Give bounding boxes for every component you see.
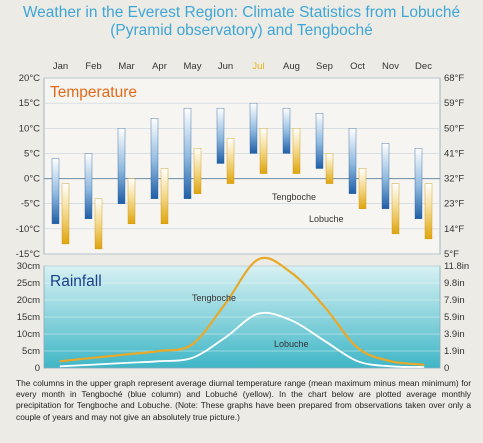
temperature-right-tick-label: 5°F [444, 249, 459, 260]
month-label: Aug [283, 61, 300, 72]
month-label: Mar [118, 61, 134, 72]
tengboche-rainfall-line [59, 256, 425, 366]
month-label: Jul [252, 61, 264, 72]
lobuche-temp-annotation: Lobuche [309, 214, 344, 224]
temperature-columns [51, 102, 433, 250]
rainfall-right-tick-label: 11.8in [444, 261, 469, 272]
rainfall-left-tick-label: 5cm [22, 346, 40, 357]
chart-caption: The columns in the upper graph represent… [16, 378, 471, 422]
tengboche-temperature-column [348, 128, 357, 194]
tengboche-temperature-column [183, 107, 192, 199]
month-label: Jan [53, 61, 68, 72]
temperature-right-tick-label: 41°F [444, 148, 464, 159]
temperature-left-tick-label: 10°C [19, 123, 40, 134]
lobuche-temperature-column [358, 168, 367, 209]
tengboche-temperature-column [117, 128, 126, 204]
temperature-left-tick-label: 15°C [19, 98, 40, 109]
month-label: May [184, 61, 202, 72]
temperature-right-tick-label: 32°F [444, 174, 464, 185]
rainfall-left-ticks: 30cm 25cm 20cm 15cm 10cm 5cm 0 [17, 261, 40, 374]
lobuche-temperature-column [259, 128, 268, 174]
temperature-left-ticks: 20°C 15°C 10°C 5°C 0°C -5°C -10°C -15°C [16, 73, 41, 260]
month-label: Feb [85, 61, 101, 72]
rainfall-right-tick-label: 5.9in [444, 312, 465, 323]
rainfall-left-tick-label: 10cm [17, 329, 40, 340]
lobuche-temperature-column [424, 183, 433, 240]
month-label: Apr [152, 61, 167, 72]
month-label: Dec [415, 61, 432, 72]
temperature-left-tick-label: -10°C [16, 224, 41, 235]
lobuche-temperature-column [193, 148, 202, 194]
temperature-left-tick-label: 0°C [24, 174, 40, 185]
lobuche-temperature-column [391, 183, 400, 235]
temperature-left-tick-label: -5°C [21, 199, 40, 210]
month-label: Oct [350, 61, 365, 72]
rainfall-lines [59, 256, 425, 368]
rainfall-right-tick-label: 1.9in [444, 346, 465, 357]
tengboche-temperature-column [249, 102, 258, 154]
lobuche-rain-annotation: Lobuche [274, 339, 309, 349]
rainfall-left-tick-label: 30cm [17, 261, 40, 272]
temperature-left-tick-label: -15°C [16, 249, 41, 260]
lobuche-rainfall-line [59, 311, 425, 368]
tengboche-temperature-column [381, 143, 390, 209]
tengboche-temperature-column [51, 158, 60, 225]
rainfall-right-tick-label: 9.8in [444, 278, 465, 289]
temperature-right-tick-label: 50°F [444, 123, 464, 134]
chart-title: Weather in the Everest Region: Climate S… [22, 4, 461, 39]
rainfall-right-tick-label: 0 [444, 363, 449, 374]
temperature-left-tick-label: 20°C [19, 73, 40, 84]
lobuche-temperature-column [127, 178, 136, 225]
rainfall-right-tick-label: 7.9in [444, 295, 465, 306]
lobuche-temperature-column [226, 138, 235, 184]
month-labels: Jan Feb Mar Apr May Jun Jul Aug Sep Oct Nov Dec [53, 61, 432, 72]
tengboche-rain-annotation: Tengboche [192, 293, 236, 303]
rainfall-right-tick-label: 3.9in [444, 329, 465, 340]
rainfall-left-tick-label: 25cm [17, 278, 40, 289]
tengboche-temperature-column [282, 107, 291, 154]
temperature-right-ticks: 68°F 59°F 50°F 41°F 32°F 23°F 14°F 5°F [444, 73, 464, 260]
tengboche-temperature-column [315, 112, 324, 169]
tengboche-temperature-column [84, 153, 93, 220]
temperature-gridlines [44, 77, 440, 255]
lobuche-temperature-column [325, 153, 334, 184]
temperature-panel [43, 77, 441, 255]
lobuche-temperature-column [160, 168, 169, 225]
lobuche-temperature-column [292, 128, 301, 174]
temperature-right-tick-label: 14°F [444, 224, 464, 235]
month-label: Sep [316, 61, 333, 72]
lobuche-temperature-column [94, 198, 103, 250]
temperature-left-tick-label: 5°C [24, 148, 40, 159]
month-label: Nov [382, 61, 399, 72]
temperature-right-tick-label: 68°F [444, 73, 464, 84]
tengboche-temp-annotation: Tengboche [272, 192, 316, 202]
rainfall-left-tick-label: 20cm [17, 295, 40, 306]
rainfall-left-tick-label: 15cm [17, 312, 40, 323]
tengboche-temperature-column [414, 148, 423, 219]
rainfall-panel-label: Rainfall [50, 273, 102, 290]
rainfall-right-ticks: 11.8in 9.8in 7.9in 5.9in 3.9in 1.9in 0 [444, 261, 469, 374]
temperature-right-tick-label: 23°F [444, 199, 464, 210]
tengboche-temperature-column [216, 107, 225, 164]
tengboche-temperature-column [150, 118, 159, 199]
temperature-panel-label: Temperature [50, 84, 137, 101]
month-label: Jun [218, 61, 233, 72]
lobuche-temperature-column [61, 183, 70, 245]
rainfall-left-tick-label: 0 [35, 363, 40, 374]
rainfall-gridlines [44, 265, 440, 352]
temperature-right-tick-label: 59°F [444, 98, 464, 109]
